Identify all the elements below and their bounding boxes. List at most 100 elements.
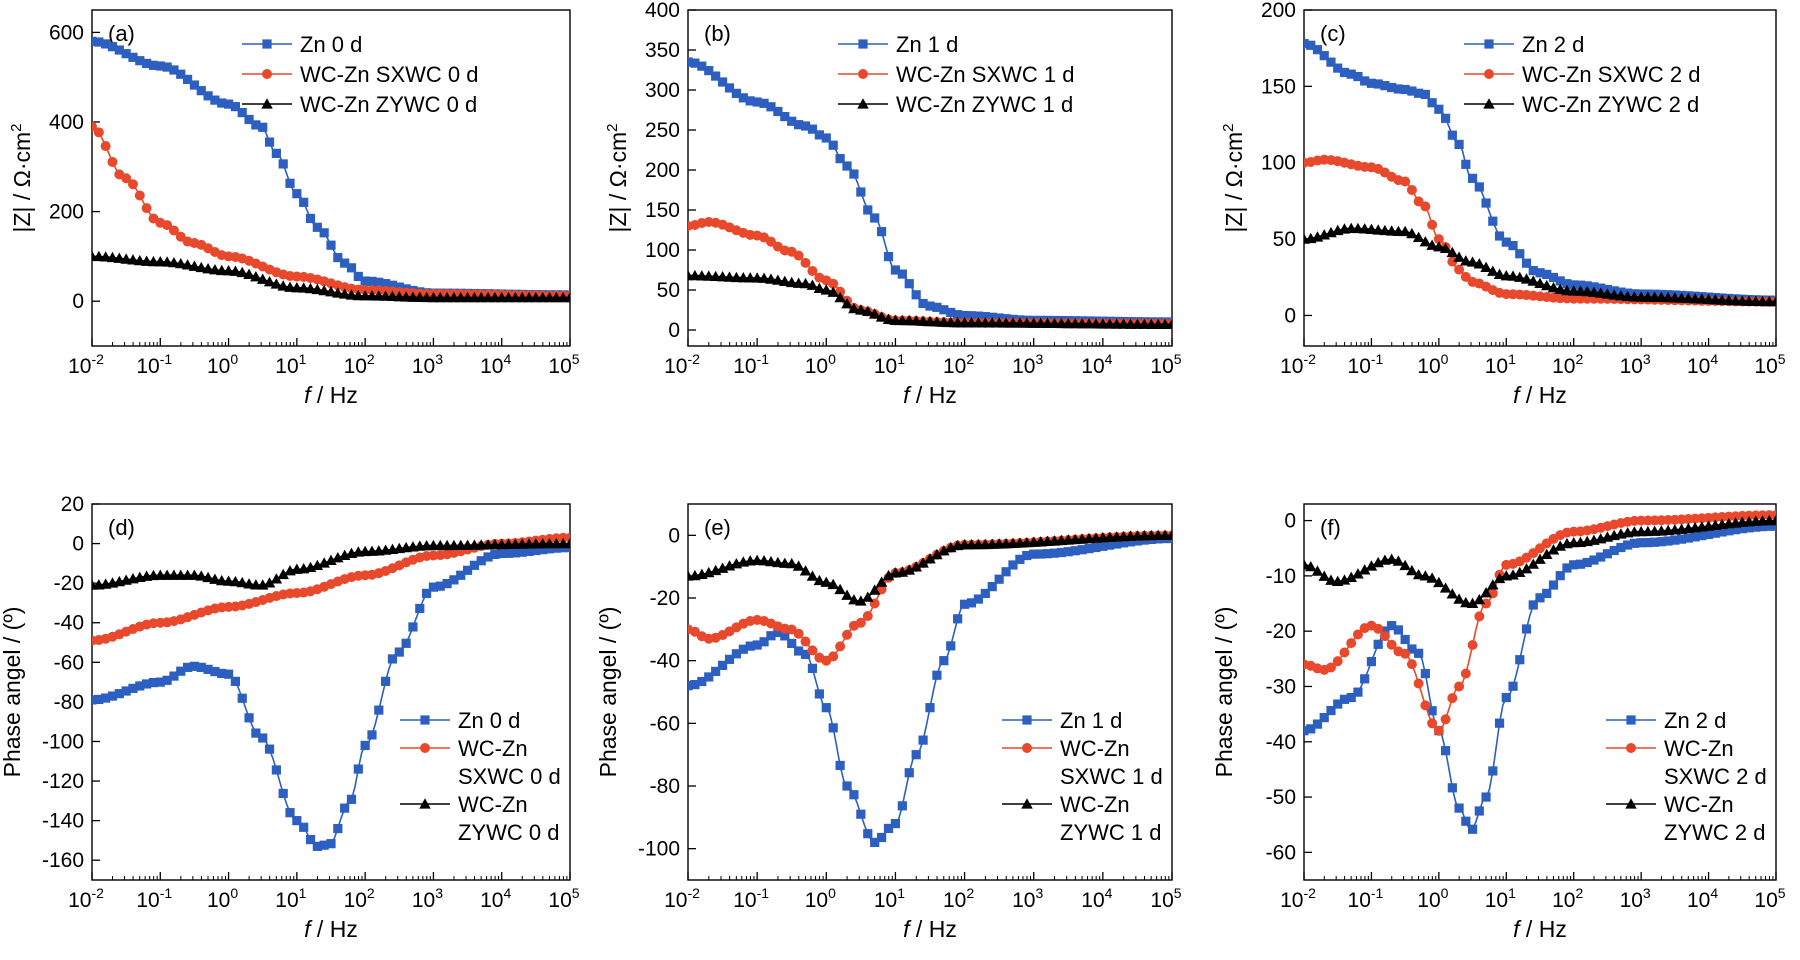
data-point [1547,544,1560,555]
legend-marker [261,98,273,109]
data-point [476,556,486,566]
data-point [1441,746,1451,756]
data-point [773,627,783,638]
data-point [332,287,344,298]
data-point [162,675,172,685]
y-tick-label: -40 [650,650,680,673]
data-point [1412,231,1425,243]
data-point [422,588,432,598]
data-point [1487,579,1499,590]
data-point [1400,84,1410,95]
data-point [938,545,950,556]
data-point [209,573,221,584]
data-point [196,662,206,672]
data-point [510,548,520,558]
data-point [863,829,873,839]
data-point [931,548,943,560]
data-point [1460,668,1471,679]
x-tick-label: 101 [1485,351,1516,378]
x-axis-label: f / Hz [903,916,957,942]
data-point [731,649,741,659]
data-point [517,547,527,557]
x-tick-label: 104 [1081,885,1112,912]
y-tick-label: 0 [72,290,84,313]
data-point [1514,271,1526,282]
x-axis-label: f / Hz [304,382,358,408]
x-tick-label: 103 [1620,351,1651,378]
y-tick-label: -40 [1266,731,1296,754]
data-point [980,312,990,322]
plot-frame [687,503,1173,881]
data-point [202,571,214,583]
data-point [711,666,721,676]
y-tick-label: -100 [638,838,680,861]
data-point [1433,725,1444,736]
data-point [564,291,570,303]
y-tick-label: 250 [645,119,680,142]
data-point [1393,84,1403,94]
data-point [1447,256,1458,267]
data-point [1447,693,1458,704]
data-point [142,679,152,689]
data-point [1737,524,1747,534]
data-point [925,301,935,311]
y-axis-label: Phase angel / (º) [595,607,621,778]
data-point [1427,219,1438,230]
data-point [1414,648,1424,658]
data-point [1460,255,1472,266]
data-point [1588,286,1600,297]
data-point [849,169,859,179]
legend: Zn 2 d WC-Zn SXWC 2 d WC-Zn ZYWC 2 d [1606,708,1767,845]
legend-marker [1483,98,1495,109]
data-point [883,823,894,834]
data-point [711,71,721,81]
legend-marker [858,69,868,79]
data-point [456,570,466,580]
data-point [1501,237,1511,247]
data-point [223,99,234,109]
data-point [856,187,866,197]
data-point [1434,104,1444,114]
data-point [842,629,853,640]
data-point [1623,540,1633,550]
data-point [1345,571,1357,583]
data-point [1306,40,1316,50]
data-point [251,728,261,738]
data-point [1318,570,1330,581]
legend-label: ZYWC 0 d [458,820,559,845]
y-tick-label: -80 [650,775,680,798]
data-point [800,636,811,647]
data-point [1400,634,1410,645]
x-axis-label: f / Hz [304,916,358,942]
data-point [1467,173,1478,183]
data-point [792,560,805,571]
data-point [1609,545,1619,556]
data-point [820,576,833,587]
data-point [387,654,398,664]
data-point [183,74,193,85]
y-axis-label: |Z| / Ω·cm2 [604,123,631,232]
data-point [106,251,119,263]
data-point [1575,559,1586,569]
data-point [128,52,138,62]
data-point [340,258,350,268]
data-point [1454,803,1464,813]
legend-label: Zn 0 d [458,708,520,733]
data-point [848,594,860,605]
data-point [800,257,811,268]
data-point [374,705,384,715]
data-point [264,744,275,754]
data-point [1515,249,1525,259]
data-point [1091,542,1101,553]
data-point [946,307,956,318]
data-point [271,148,281,158]
data-point [141,203,152,214]
y-tick-label: 200 [1261,0,1296,22]
data-point [1562,563,1572,573]
y-tick-label: -10 [1266,565,1296,588]
data-point [1520,562,1533,574]
data-point [1770,514,1776,526]
y-tick-label: 400 [49,111,84,134]
data-point [987,582,997,592]
